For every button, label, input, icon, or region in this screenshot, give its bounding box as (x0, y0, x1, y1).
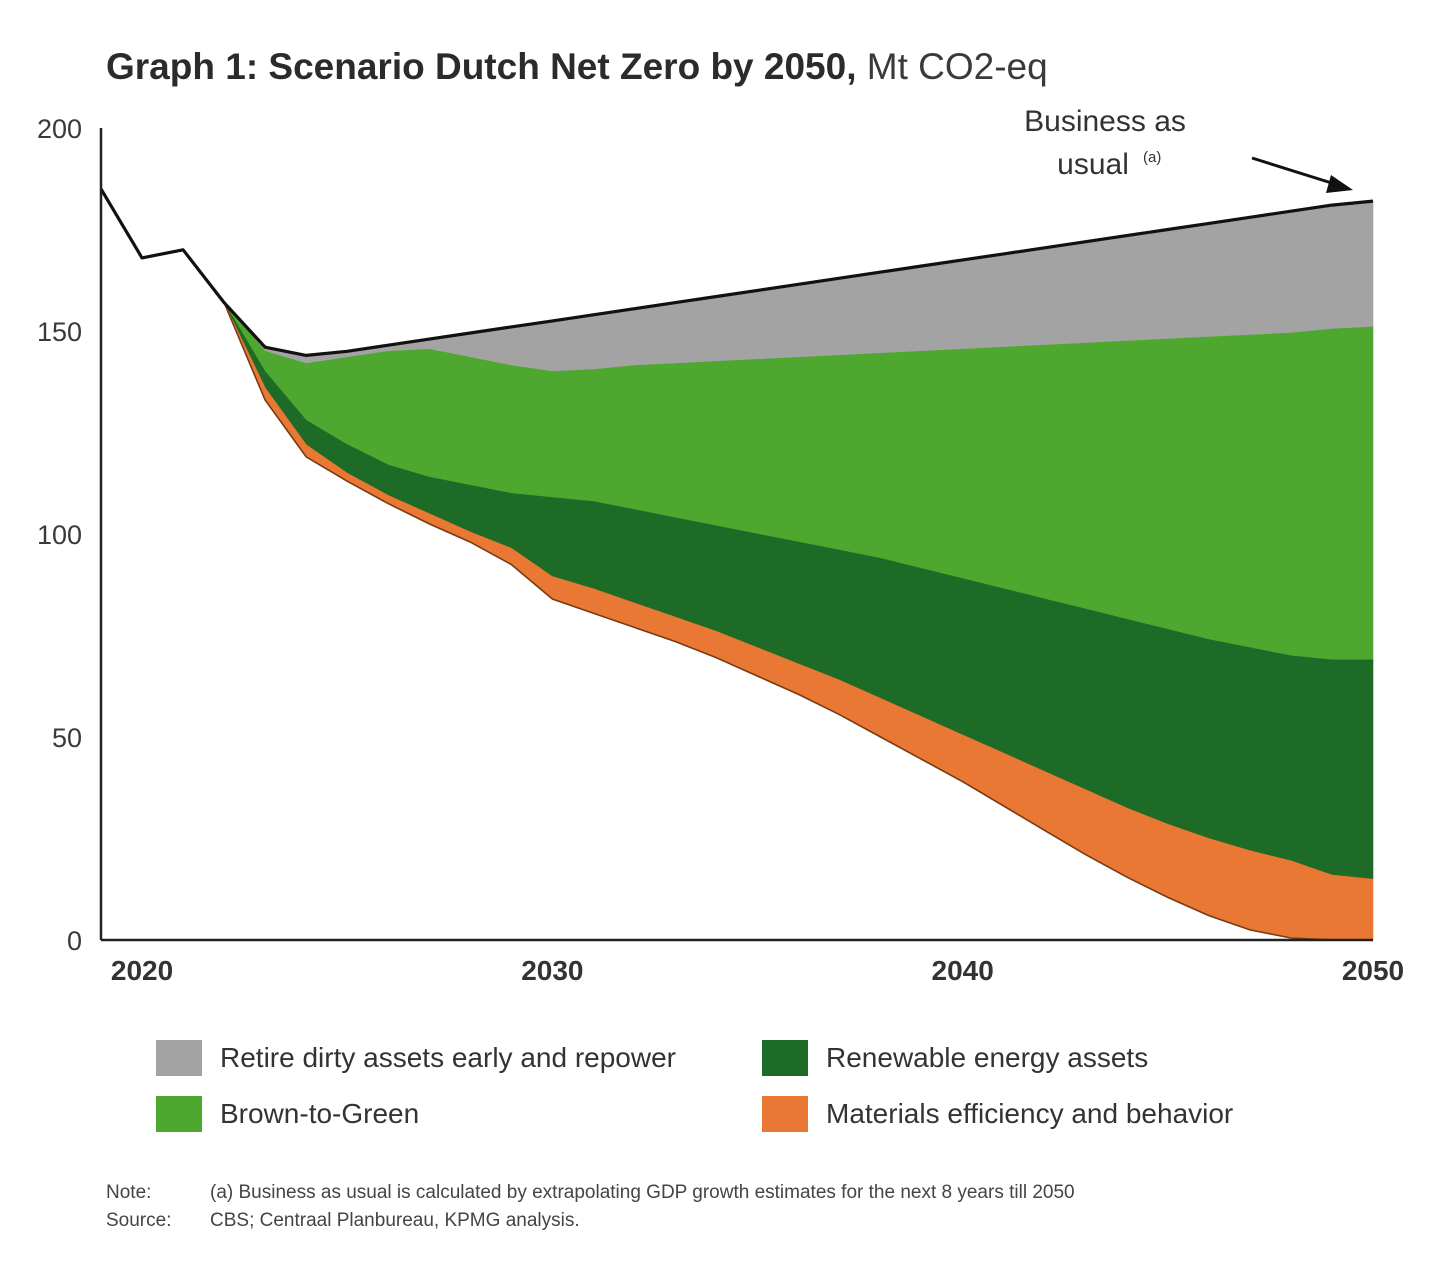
legend-label: Brown-to-Green (220, 1098, 420, 1129)
chart-title-main: Graph 1: Scenario Dutch Net Zero by 2050… (106, 46, 857, 87)
legend-item-materials-efficiency: Materials efficiency and behavior (762, 1096, 1233, 1132)
footnote: Note: (a) Business as usual is calculated… (106, 1182, 1075, 1204)
legend-swatch-orange (762, 1096, 808, 1132)
materials-lower-edge (100, 188, 1373, 941)
legend-item-retire-dirty-assets: Retire dirty assets early and repower (156, 1040, 676, 1076)
x-tick-label: 2030 (521, 955, 583, 986)
legend-label: Retire dirty assets early and repower (220, 1042, 676, 1073)
source-text: CBS; Centraal Planbureau, KPMG analysis. (210, 1210, 580, 1231)
note-text: (a) Business as usual is calculated by e… (210, 1182, 1075, 1203)
y-tick-label: 0 (67, 926, 82, 956)
business-as-usual-line (99, 188, 1374, 357)
chart-title-unit: Mt CO2-eq (866, 46, 1048, 87)
y-tick-label: 50 (52, 723, 82, 753)
source-note: Source: CBS; Centraal Planbureau, KPMG an… (106, 1210, 580, 1232)
y-tick-label: 100 (37, 520, 82, 550)
area-layers (100, 188, 1374, 941)
bau-arrow-head (1326, 175, 1353, 193)
legend-swatch-gray (156, 1040, 202, 1076)
legend-item-brown-to-green: Brown-to-Green (156, 1096, 419, 1132)
legend-swatch-dark-green (762, 1040, 808, 1076)
y-tick-label: 150 (37, 317, 82, 347)
legend-swatch-light-green (156, 1096, 202, 1132)
line-layers (99, 188, 1374, 941)
source-label: Source: (106, 1210, 172, 1231)
bau-annotation-superscript: (a) (1143, 149, 1161, 166)
axes (99, 128, 1373, 942)
legend-item-renewable-energy: Renewable energy assets (762, 1040, 1148, 1076)
x-tick-label: 2020 (111, 955, 173, 986)
note-label: Note: (106, 1182, 152, 1203)
chart-title: Graph 1: Scenario Dutch Net Zero by 2050… (106, 46, 1048, 88)
legend-label: Renewable energy assets (826, 1042, 1149, 1073)
x-tick-label: 2050 (1342, 955, 1404, 986)
y-tick-label: 200 (37, 114, 82, 144)
tick-labels: 0 50 100 150 200 2020 2030 2040 2050 (37, 114, 1404, 986)
bau-annotation-line2: usual (1057, 148, 1129, 181)
bau-annotation: Business as usual (a) (1024, 105, 1353, 193)
bau-arrow-shaft (1251, 156, 1339, 187)
bau-annotation-line1: Business as (1024, 105, 1186, 138)
legend-label: Materials efficiency and behavior (826, 1098, 1234, 1129)
x-tick-label: 2040 (932, 955, 994, 986)
